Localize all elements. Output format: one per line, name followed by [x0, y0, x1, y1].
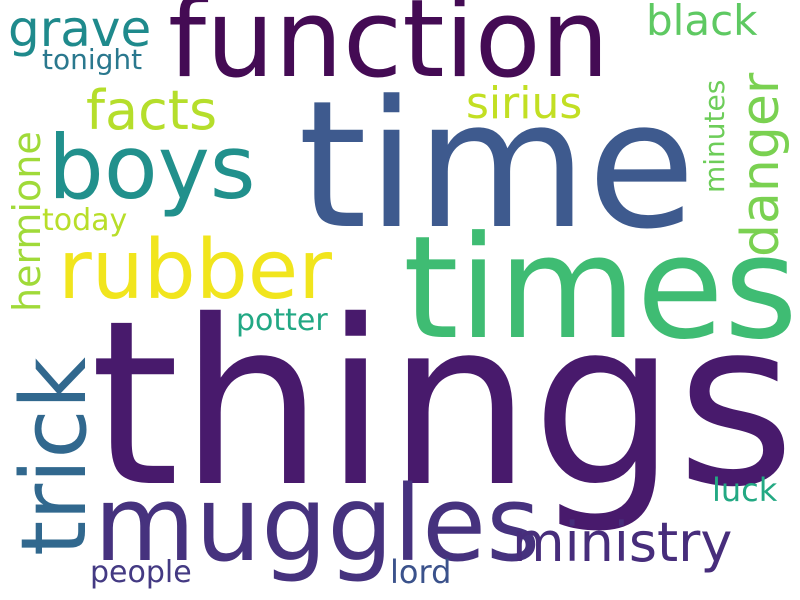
- word-function: function: [168, 0, 610, 102]
- word-rubber: rubber: [58, 223, 332, 318]
- word-hermione: hermione: [5, 131, 49, 312]
- word-today: today: [42, 203, 128, 238]
- word-luck: luck: [712, 471, 778, 509]
- word-muggles: muggles: [94, 463, 541, 585]
- word-people: people: [90, 555, 192, 590]
- word-danger: danger: [731, 72, 791, 257]
- word-boys: boys: [48, 116, 256, 219]
- word-black: black: [646, 0, 758, 45]
- word-times: times: [403, 206, 798, 371]
- word-time: time: [298, 63, 696, 268]
- word-sirius: sirius: [466, 78, 583, 129]
- word-ministry: ministry: [512, 511, 733, 574]
- word-tonight: tonight: [42, 43, 143, 76]
- word-things: things: [90, 271, 796, 537]
- word-grave: grave: [8, 0, 152, 58]
- word-potter: potter: [236, 303, 328, 338]
- word-facts: facts: [86, 79, 218, 142]
- word-minutes: minutes: [698, 79, 731, 193]
- word-trick: trick: [2, 357, 107, 556]
- word-lord: lord: [390, 553, 452, 591]
